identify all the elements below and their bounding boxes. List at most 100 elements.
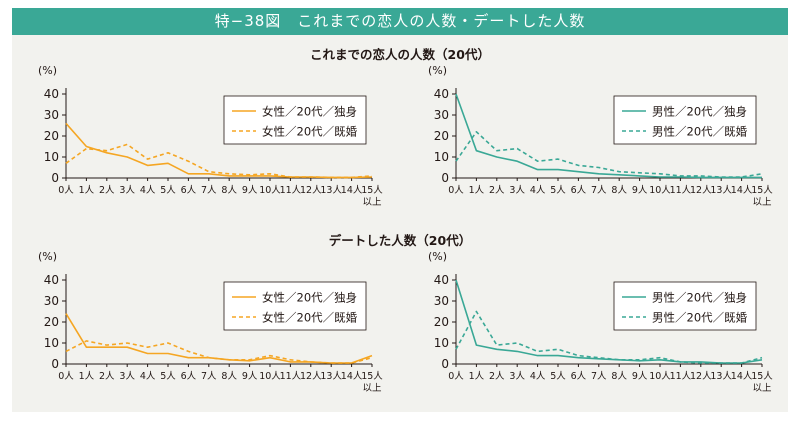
x-tick-label: 1人: [469, 185, 485, 196]
x-tick-label: 10人: [649, 185, 671, 196]
x-tick-label: 10人: [259, 185, 281, 196]
x-tick-label: 7人: [201, 185, 217, 196]
section-title-dates: デートした人数（20代）: [328, 233, 472, 248]
y-tick-label: 0: [51, 357, 59, 371]
x-tick-label: 6人: [181, 371, 197, 382]
y-unit-label: (%): [38, 64, 57, 77]
x-tick-label: 9人: [242, 371, 258, 382]
legend-label: 女性／20代／既婚: [262, 311, 358, 325]
y-tick-label: 30: [44, 294, 59, 308]
x-tick-label: 9人: [242, 185, 258, 196]
x-tick-label: 0人: [448, 185, 464, 196]
series-line: [65, 340, 373, 364]
x-tick-label: 15人: [751, 185, 773, 196]
figure-header: 特−38図 これまでの恋人の人数・デートした人数: [12, 8, 788, 35]
x-tick-label: 0人: [58, 371, 74, 382]
x-tick-label: 2人: [489, 185, 505, 196]
x-tick-label: 9人: [632, 185, 648, 196]
legend-label: 男性／20代／独身: [652, 291, 747, 305]
x-tick-label: 6人: [571, 371, 587, 382]
x-tick-label: 9人: [632, 371, 648, 382]
legend-label: 女性／20代／既婚: [262, 125, 358, 139]
x-tick-label: 13人: [710, 371, 732, 382]
y-tick-label: 10: [44, 150, 59, 164]
x-tick-label: 5人: [550, 371, 566, 382]
x-tick-label: 1人: [79, 371, 95, 382]
x-tick-label: 14人: [731, 185, 753, 196]
series-line: [455, 93, 762, 179]
x-tick-label: 1人: [469, 371, 485, 382]
y-tick-label: 40: [434, 273, 449, 287]
y-tick-label: 20: [434, 129, 449, 143]
y-tick-label: 30: [434, 294, 449, 308]
chart-lovers-men: (%) 0 10 20 30 40 0人 1人 2人 3人 4人 5人 6人 7人 8人 9人 10人11人12…: [428, 64, 773, 208]
legend-label: 男性／20代／独身: [652, 105, 747, 119]
x-tick-label: 3人: [119, 371, 135, 382]
x-tick-label: 15人: [751, 371, 773, 382]
y-tick-label: 10: [44, 336, 59, 350]
legend-box: [223, 95, 367, 145]
x-tick-label: 以上: [362, 383, 382, 394]
y-unit-label: (%): [38, 250, 57, 263]
x-tick-label: 7人: [591, 185, 607, 196]
x-tick-label: 12人: [300, 185, 322, 196]
y-tick-label: 0: [441, 357, 449, 371]
x-tick-label: 13人: [710, 185, 732, 196]
x-tick-label: 11人: [280, 371, 302, 382]
x-tick-label: 15人: [361, 185, 383, 196]
series-line: [65, 143, 373, 179]
x-tick-label: 0人: [448, 371, 464, 382]
chart-lovers-women: (%) 0 10 20 30 40 0人 1人 2人 3人 4人 5人 6人 7人 8人 9人 10人11人12…: [38, 64, 383, 208]
section-title-lovers: これまでの恋人の人数（20代）: [310, 47, 490, 62]
x-tick-label: 3人: [509, 371, 525, 382]
x-tick-label: 11人: [670, 371, 692, 382]
legend-label: 男性／20代／既婚: [652, 311, 748, 325]
x-tick-label: 15人: [361, 371, 383, 382]
x-tick-label: 14人: [341, 185, 363, 196]
x-tick-label: 4人: [530, 371, 546, 382]
x-tick-label: 10人: [649, 371, 671, 382]
y-unit-label: (%): [428, 64, 447, 77]
legend-box: [613, 95, 757, 145]
x-tick-label: 2人: [99, 185, 115, 196]
y-tick-label: 40: [44, 273, 59, 287]
x-tick-label: 5人: [160, 185, 176, 196]
x-tick-label: 8人: [611, 185, 627, 196]
x-tick-label: 4人: [140, 371, 156, 382]
y-tick-label: 0: [51, 171, 59, 185]
legend-label: 男性／20代／既婚: [652, 125, 748, 139]
legend-label: 女性／20代／独身: [262, 291, 357, 305]
y-tick-label: 30: [44, 108, 59, 122]
series-line: [455, 131, 763, 178]
legend-box: [223, 281, 367, 331]
x-tick-label: 11人: [280, 185, 302, 196]
x-tick-label: 7人: [201, 371, 217, 382]
y-tick-label: 0: [441, 171, 449, 185]
y-tick-label: 30: [434, 108, 449, 122]
y-unit-label: (%): [428, 250, 447, 263]
x-tick-label: 8人: [221, 371, 237, 382]
x-tick-label: 以上: [362, 197, 382, 208]
legend-box: [613, 281, 757, 331]
x-tick-label: 12人: [300, 371, 322, 382]
chart-dates-women: (%) 0 10 20 30 40 0人 1人 2人 3人 4人 5人 6人 7人 8人 9人 10人11人12…: [38, 250, 383, 394]
y-tick-label: 40: [434, 87, 449, 101]
x-tick-label: 4人: [140, 185, 156, 196]
x-tick-label: 12人: [690, 185, 712, 196]
chart-dates-men: (%) 0 10 20 30 40 0人 1人 2人 3人 4人 5人 6人 7人 8人 9人 10人11人12…: [428, 250, 773, 394]
x-tick-label: 6人: [181, 185, 197, 196]
y-tick-label: 20: [44, 315, 59, 329]
x-tick-label: 以上: [752, 197, 772, 208]
y-tick-label: 40: [44, 87, 59, 101]
x-tick-label: 3人: [509, 185, 525, 196]
x-tick-label: 5人: [160, 371, 176, 382]
x-tick-label: 3人: [119, 185, 135, 196]
x-tick-label: 7人: [591, 371, 607, 382]
y-tick-label: 20: [44, 129, 59, 143]
y-tick-label: 10: [434, 150, 449, 164]
legend-label: 女性／20代／独身: [262, 105, 357, 119]
series-line: [65, 122, 373, 179]
x-tick-label: 以上: [752, 383, 772, 394]
x-tick-label: 11人: [670, 185, 692, 196]
y-tick-label: 20: [434, 315, 449, 329]
